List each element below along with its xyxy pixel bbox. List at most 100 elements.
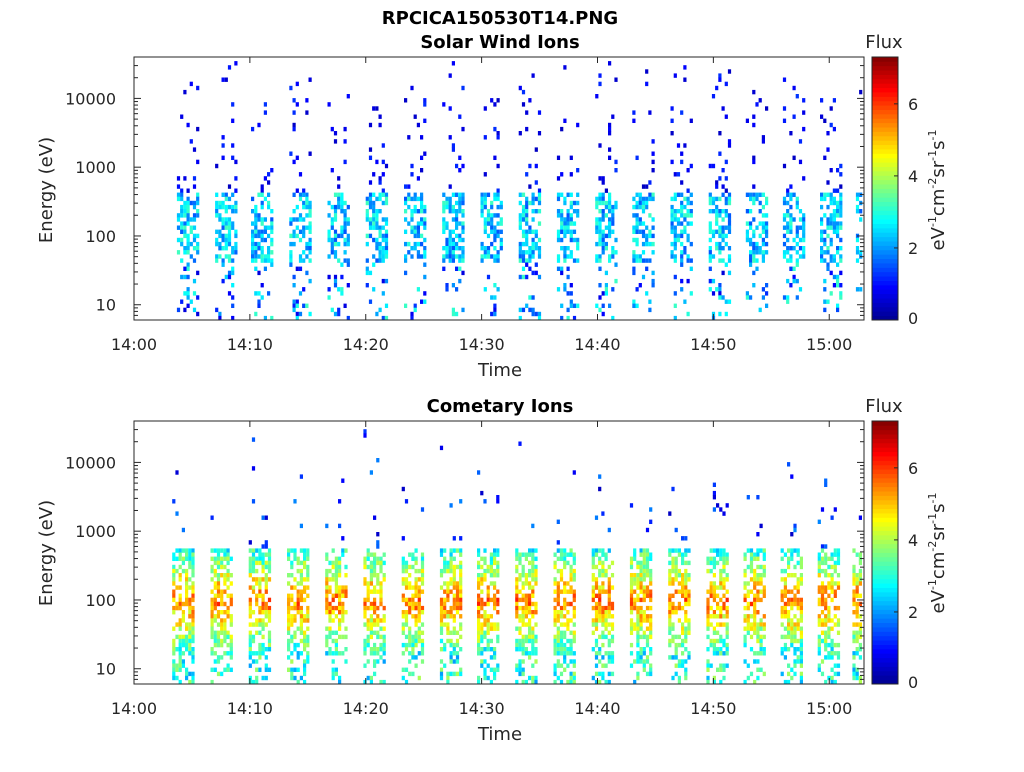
- colorbar-segment: [872, 434, 898, 439]
- spectrogram-pixel: [836, 573, 841, 578]
- spectrogram-pixel: [334, 667, 338, 673]
- spectrogram-pixel: [762, 626, 766, 631]
- spectrogram-pixel: [263, 176, 267, 181]
- spectrogram-pixel: [753, 659, 757, 664]
- spectrogram-pixel: [308, 213, 312, 218]
- spectrogram-pixel: [752, 270, 756, 276]
- spectrogram-pixel: [563, 585, 567, 590]
- spectrogram-pixel: [607, 564, 611, 570]
- spectrogram-pixel: [829, 225, 833, 230]
- spectrogram-pixel: [267, 642, 272, 648]
- spectrogram-pixel: [756, 589, 760, 594]
- x-axis-label: Time: [477, 360, 522, 381]
- spectrogram-pixel: [743, 585, 747, 590]
- spectrogram-pixel: [833, 614, 837, 619]
- spectrogram-pixel: [258, 589, 262, 594]
- spectrogram-pixel: [721, 184, 725, 189]
- spectrogram-pixel: [521, 638, 525, 644]
- spectrogram-pixel: [496, 204, 500, 210]
- spectrogram-pixel: [188, 601, 192, 607]
- spectrogram-pixel: [373, 560, 377, 566]
- spectrogram-pixel: [563, 647, 567, 652]
- spectrogram-pixel: [537, 221, 542, 226]
- spectrogram-pixel: [632, 254, 636, 259]
- spectrogram-pixel: [525, 172, 529, 177]
- spectrogram-pixel: [369, 630, 373, 636]
- spectrogram-pixel: [673, 192, 677, 198]
- spectrogram-pixel: [601, 180, 605, 185]
- spectrogram-pixel: [227, 241, 232, 247]
- spectrogram-pixel: [183, 274, 187, 280]
- spectrogram-pixel: [836, 560, 841, 566]
- spectrogram-pixel: [799, 663, 803, 668]
- spectrogram-pixel: [382, 614, 386, 619]
- spectrogram-pixel: [521, 250, 526, 255]
- spectrogram-pixel: [852, 573, 856, 578]
- spectrogram-pixel: [576, 303, 580, 309]
- spectrogram-pixel: [191, 610, 195, 615]
- spectrogram-pixel: [224, 225, 228, 230]
- spectrogram-pixel: [743, 573, 747, 578]
- spectrogram-pixel: [832, 221, 836, 226]
- spectrogram-pixel: [674, 651, 678, 656]
- spectrogram-pixel: [413, 209, 417, 214]
- spectrogram-pixel: [229, 618, 233, 623]
- spectrogram-pixel: [287, 573, 291, 578]
- spectrogram-pixel: [292, 122, 296, 128]
- spectrogram-pixel: [175, 470, 179, 475]
- spectrogram-pixel: [186, 250, 190, 255]
- spectrogram-pixel: [820, 589, 825, 594]
- spectrogram-pixel: [556, 642, 560, 648]
- spectrogram-pixel: [826, 217, 830, 222]
- spectrogram-pixel: [334, 560, 338, 566]
- spectrogram-pixel: [759, 577, 763, 582]
- spectrogram-pixel: [594, 610, 599, 615]
- spectrogram-pixel: [569, 675, 573, 681]
- spectrogram-pixel: [221, 155, 225, 161]
- spectrogram-pixel: [257, 233, 261, 239]
- spectrogram-pixel: [566, 274, 570, 280]
- spectrogram-pixel: [759, 548, 763, 553]
- spectrogram-pixel: [718, 209, 722, 214]
- spectrogram-pixel: [186, 200, 190, 206]
- spectrogram-pixel: [560, 303, 564, 309]
- spectrogram-pixel: [518, 589, 522, 594]
- colorbar-segment: [872, 591, 898, 597]
- spectrogram-pixel: [836, 651, 841, 656]
- spectrogram-pixel: [442, 225, 446, 230]
- spectrogram-pixel: [251, 229, 255, 235]
- spectrogram-pixel: [725, 605, 729, 611]
- spectrogram-pixel: [638, 221, 642, 226]
- spectrogram-pixel: [832, 254, 836, 259]
- spectrogram-pixel: [325, 523, 329, 529]
- spectrogram-pixel: [496, 287, 500, 292]
- spectrogram-pixel: [404, 303, 408, 309]
- spectrogram-pixel: [221, 217, 225, 222]
- spectrogram-pixel: [645, 585, 650, 590]
- spectrogram-pixel: [299, 548, 303, 553]
- spectrogram-pixel: [648, 299, 652, 304]
- spectrogram-pixel: [820, 585, 825, 590]
- spectrogram-pixel: [676, 209, 681, 214]
- spectrogram-pixel: [569, 564, 573, 570]
- spectrogram-pixel: [786, 188, 790, 193]
- spectrogram-pixel: [711, 94, 716, 99]
- colorbar-segment: [872, 530, 898, 536]
- spectrogram-pixel: [709, 605, 713, 611]
- spectrogram-pixel: [673, 209, 677, 214]
- spectrogram-pixel: [594, 548, 599, 553]
- spectrogram-pixel: [340, 192, 344, 198]
- spectrogram-pixel: [218, 311, 222, 317]
- spectrogram-pixel: [531, 593, 535, 599]
- spectrogram-pixel: [560, 217, 564, 222]
- spectrogram-pixel: [858, 573, 862, 578]
- spectrogram-pixel: [839, 237, 843, 243]
- spectrogram-pixel: [185, 675, 189, 681]
- spectrogram-pixel: [722, 614, 726, 619]
- spectrogram-pixel: [689, 118, 693, 124]
- spectrogram-pixel: [295, 155, 299, 161]
- spectrogram-pixel: [341, 651, 345, 656]
- spectrogram-pixel: [308, 229, 312, 235]
- spectrogram-pixel: [254, 291, 258, 296]
- spectrogram-pixel: [569, 659, 573, 664]
